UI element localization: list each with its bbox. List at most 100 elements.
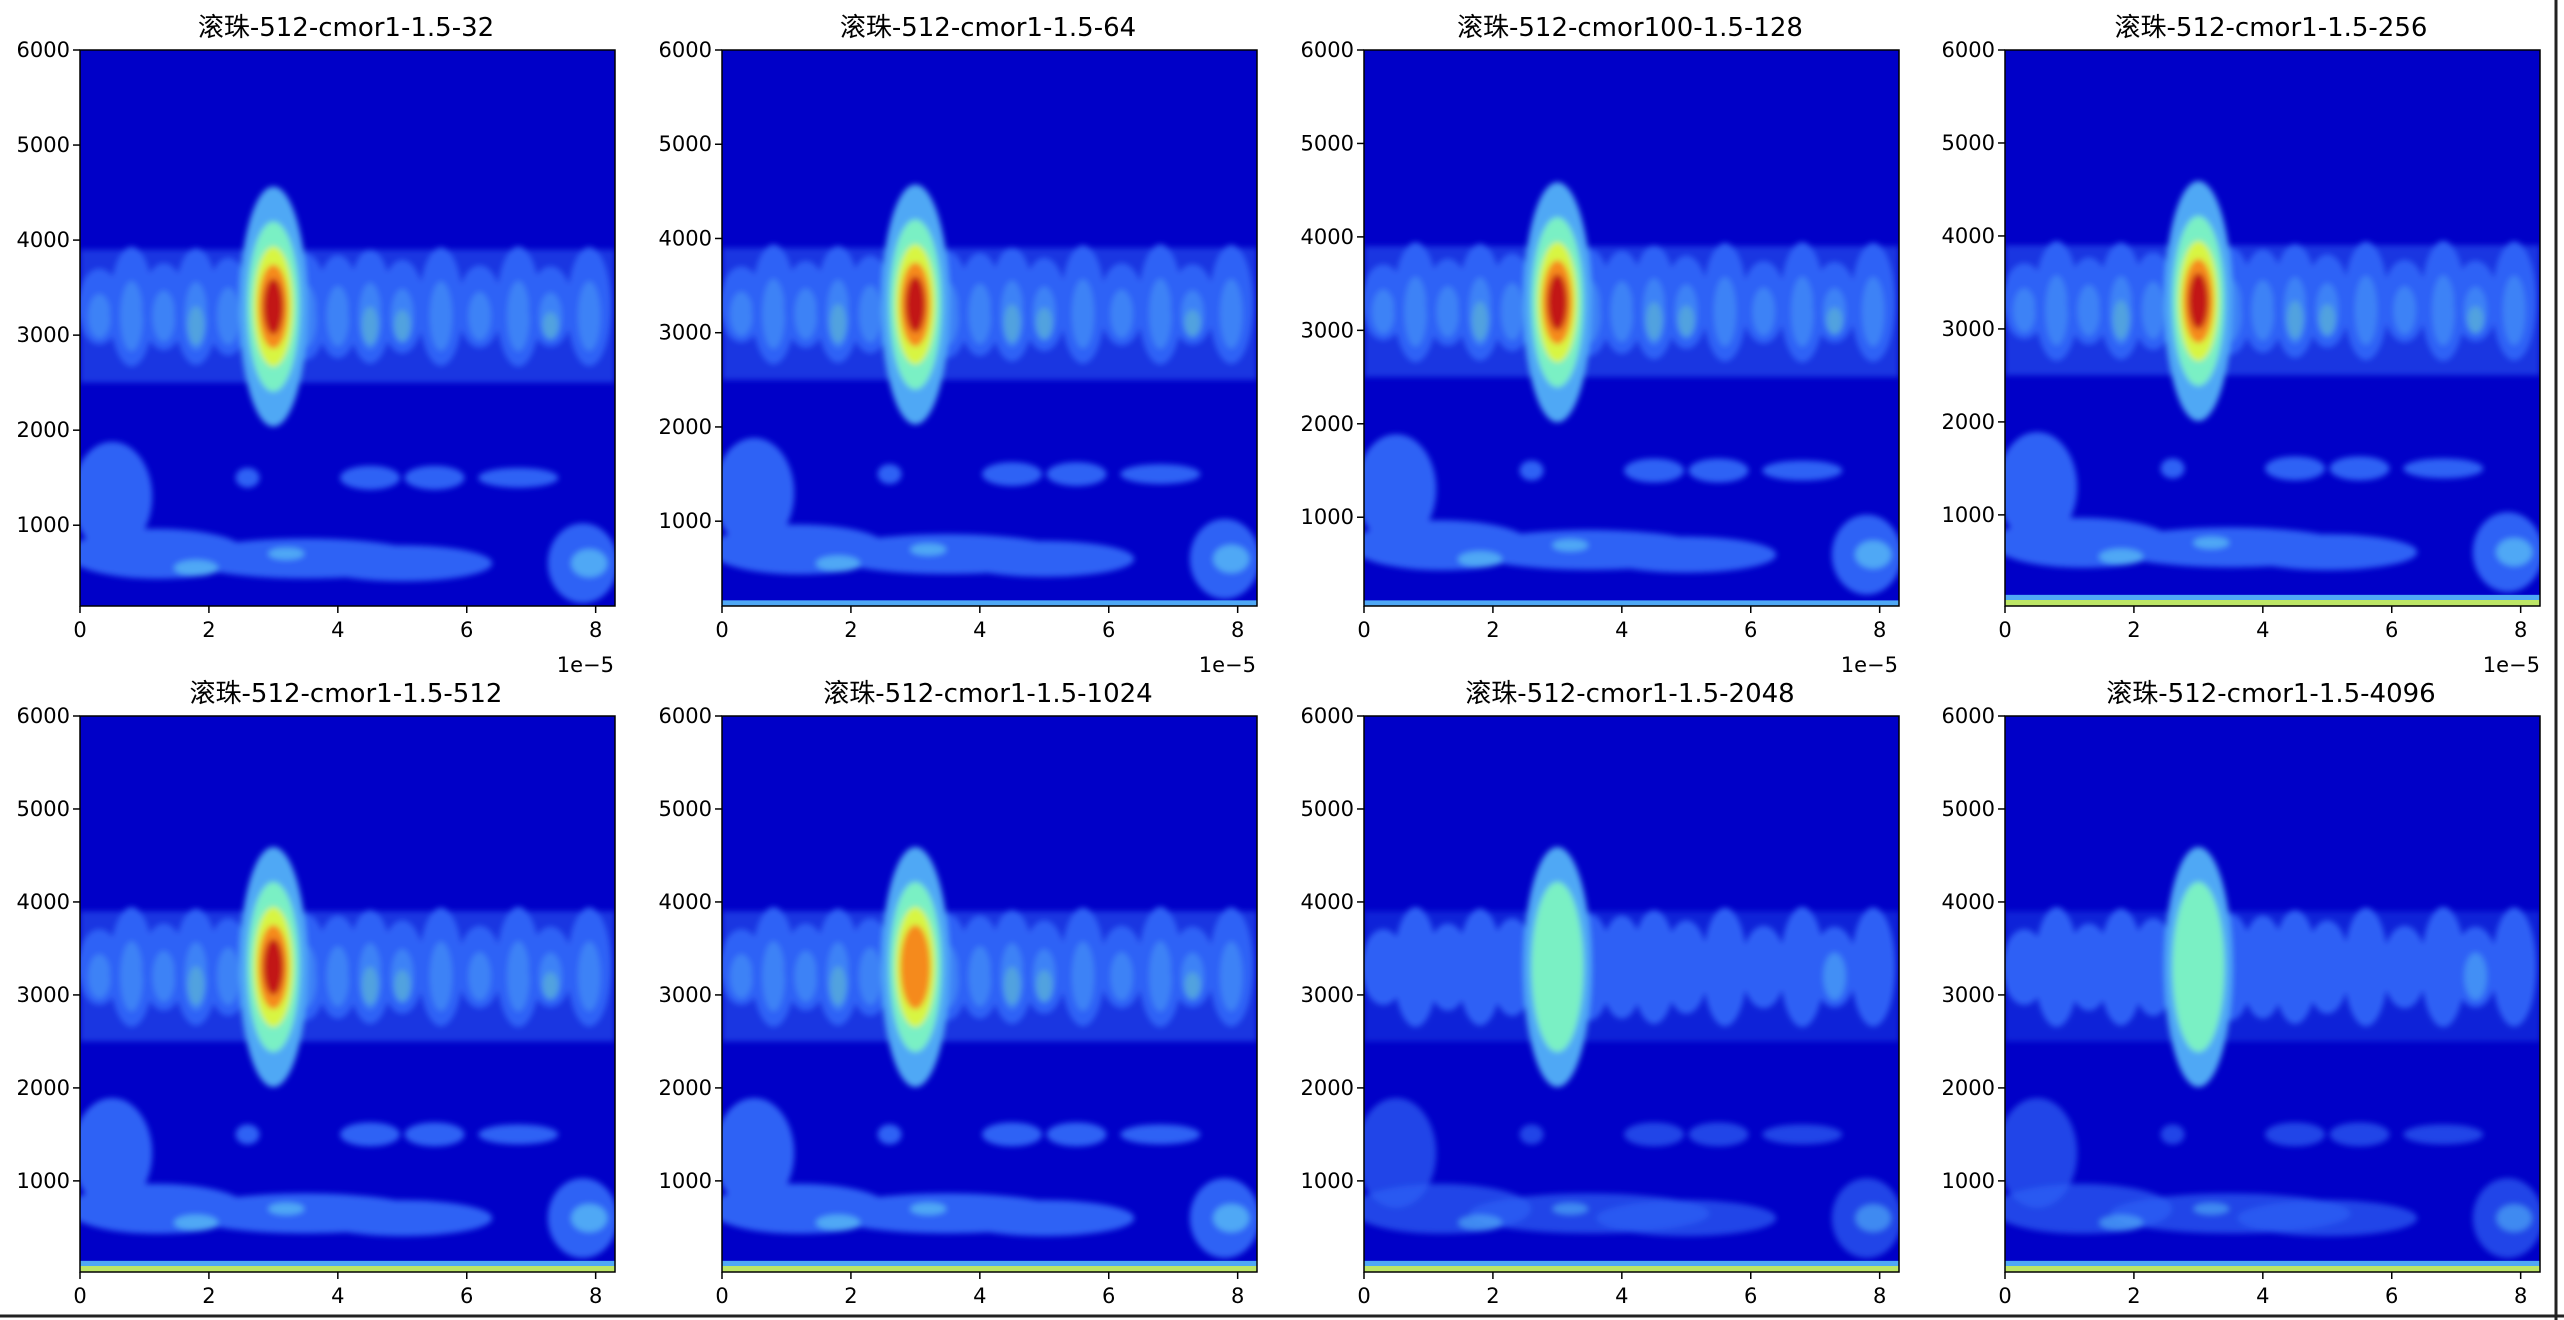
contour-field: [1364, 847, 1899, 1259]
low-frequency-core: [1458, 1214, 1503, 1231]
y-tick-label: 5000: [1942, 131, 1995, 155]
low-frequency-blob: [1519, 460, 1544, 481]
plot-area: 1000 2000 3000 4000 5000 6000 0 2 4 6 8: [1301, 704, 1900, 1308]
low-frequency-core: [910, 543, 947, 556]
plot-area: 1000 2000 3000 4000 5000 6000 0 2 4 6 8: [1942, 704, 2541, 1308]
low-frequency-blob: [2005, 432, 2078, 542]
y-tick-label: 2000: [659, 415, 712, 439]
low-frequency-core: [910, 1202, 947, 1215]
low-noise-band-hot: [722, 1266, 1257, 1272]
x-tick-label: 4: [2256, 618, 2269, 642]
subplot-title: 滚珠-512-cmor1-1.5-32: [198, 13, 494, 43]
band-base: [722, 247, 1257, 380]
low-frequency-core: [2099, 548, 2144, 565]
plot-area: 1000 2000 3000 4000 5000 6000 0 2 4 6 8: [1942, 38, 2541, 642]
y-tick-label: 5000: [1301, 131, 1354, 155]
low-frequency-blob: [478, 467, 559, 488]
subplot-title: 滚珠-512-cmor1-1.5-256: [2115, 13, 2428, 43]
y-tick-label: 1000: [1942, 503, 1995, 527]
low-frequency-core: [1552, 1202, 1589, 1215]
x-tick-label: 2: [844, 1284, 857, 1308]
low-frequency-core: [1213, 1204, 1250, 1233]
subplot-5: 滚珠-512-cmor1-1.5-512: [190, 679, 503, 709]
subplot-title: 滚珠-512-cmor1-1.5-64: [840, 13, 1136, 43]
low-frequency-blob: [1120, 1124, 1201, 1145]
low-frequency-blob: [235, 467, 260, 488]
subplot-title: 滚珠-512-cmor1-1.5-4096: [2106, 679, 2435, 709]
x-tick-label: 0: [715, 1284, 728, 1308]
band-base: [80, 249, 615, 383]
y-tick-label: 4000: [1942, 890, 1995, 914]
low-frequency-blob: [954, 1200, 1135, 1237]
low-frequency-blob: [954, 540, 1135, 577]
y-tick-label: 5000: [17, 133, 70, 157]
x-tick-label: 6: [2385, 1284, 2398, 1308]
y-tick-label: 1000: [1942, 1169, 1995, 1193]
low-frequency-blob: [404, 465, 465, 490]
axes-frame: [1363, 715, 1900, 1273]
x-tick-label: 6: [2385, 618, 2398, 642]
x-tick-label: 6: [1102, 1284, 1115, 1308]
low-frequency-core: [174, 1214, 219, 1231]
low-noise-band-hot: [2005, 600, 2540, 606]
contour-field: [80, 847, 615, 1259]
y-tick-label: 4000: [659, 226, 712, 250]
axes-frame: [79, 715, 616, 1273]
low-frequency-core: [268, 547, 305, 560]
x-tick-label: 4: [973, 618, 986, 642]
x-tick-label: 6: [1102, 618, 1115, 642]
band-base: [2005, 245, 2540, 376]
y-tick-label: 3000: [1942, 317, 1995, 341]
axes-frame: [79, 49, 616, 607]
low-frequency-core: [1855, 540, 1892, 569]
x-tick-label: 4: [331, 1284, 344, 1308]
y-tick-label: 3000: [1301, 983, 1354, 1007]
low-frequency-blob: [982, 462, 1043, 487]
y-tick-label: 3000: [17, 983, 70, 1007]
low-frequency-blob: [404, 1122, 465, 1147]
band-base: [80, 911, 615, 1042]
plot-area: 1000 2000 3000 4000 5000 6000 0 2 4 6 8: [1301, 38, 1900, 642]
low-frequency-core: [2496, 1204, 2533, 1233]
y-tick-label: 4000: [1942, 224, 1995, 248]
y-tick-label: 3000: [659, 983, 712, 1007]
low-frequency-blob: [2265, 1122, 2326, 1147]
y-tick-label: 2000: [17, 418, 70, 442]
y-tick-label: 1000: [659, 1169, 712, 1193]
y-tick-label: 2000: [17, 1076, 70, 1100]
low-frequency-blob: [1046, 1122, 1107, 1147]
low-noise-band: [722, 600, 1257, 606]
low-frequency-core: [571, 1204, 608, 1233]
axes-frame: [1363, 49, 1900, 607]
low-frequency-blob: [1624, 1122, 1685, 1147]
y-tick-label: 1000: [1301, 505, 1354, 529]
x-tick-label: 8: [589, 618, 602, 642]
x-tick-label: 8: [2514, 1284, 2527, 1308]
x-tick-label: 2: [1486, 618, 1499, 642]
x-tick-label: 4: [1615, 1284, 1628, 1308]
peak-level-6: [263, 939, 284, 996]
x-tick-label: 8: [1231, 618, 1244, 642]
band-base: [1364, 911, 1899, 1042]
low-frequency-core: [174, 559, 219, 576]
subplot-title: 滚珠-512-cmor1-1.5-512: [190, 679, 503, 709]
low-frequency-blob: [2237, 1200, 2418, 1237]
low-frequency-core: [268, 1202, 305, 1215]
plot-area: 1000 2000 3000 4000 5000 6000 0 2 4 6 8: [659, 38, 1258, 642]
y-tick-label: 6000: [1301, 704, 1354, 728]
x-offset-label: 1e−5: [1841, 653, 1898, 677]
x-tick-label: 4: [973, 1284, 986, 1308]
low-frequency-blob: [1364, 434, 1437, 545]
y-tick-label: 3000: [659, 321, 712, 345]
x-tick-label: 2: [2127, 1284, 2140, 1308]
y-tick-label: 6000: [1942, 704, 1995, 728]
low-frequency-blob: [982, 1122, 1043, 1147]
contour-field: [1364, 182, 1899, 595]
y-tick-label: 2000: [1942, 410, 1995, 434]
x-tick-label: 2: [202, 1284, 215, 1308]
y-tick-label: 6000: [659, 704, 712, 728]
low-frequency-blob: [722, 1098, 795, 1208]
low-frequency-blob: [877, 464, 902, 485]
low-noise-band-hot: [2005, 1266, 2540, 1272]
y-tick-label: 5000: [659, 132, 712, 156]
